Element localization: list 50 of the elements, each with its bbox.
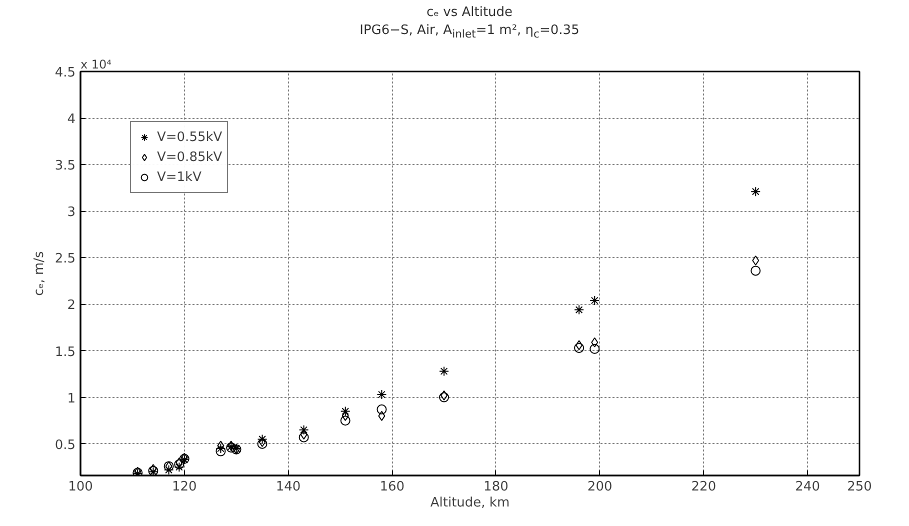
y-tick-label: 3: [67, 205, 76, 220]
point: [752, 255, 760, 266]
point: [439, 366, 450, 376]
x-tick-label: 180: [484, 480, 508, 494]
x-tick-label: 120: [172, 480, 197, 494]
y-axis-title: cₑ, m/s: [32, 250, 47, 296]
point: [574, 304, 584, 315]
point: [164, 464, 174, 475]
point: [574, 342, 584, 353]
legend-label: V=0.55kV: [157, 130, 222, 144]
x-tick-label: 140: [276, 480, 301, 494]
y-tick-label: 2: [67, 298, 76, 314]
y-tick-label: 0.5: [54, 438, 76, 453]
point: [590, 344, 600, 354]
point: [217, 440, 224, 451]
text: x 10⁴: [80, 58, 112, 72]
x-tick-label: 160: [380, 480, 405, 494]
x-tick-label: 100: [68, 480, 93, 494]
point: [750, 266, 761, 276]
point: [590, 295, 600, 306]
point: [591, 337, 598, 348]
point: [216, 446, 226, 456]
y-tick-label: 1: [67, 391, 76, 406]
point: [298, 432, 309, 442]
y-tick-label: 1.5: [54, 344, 76, 360]
x-tick-label: 200: [587, 480, 612, 494]
y-tick-label: 3.5: [54, 158, 76, 174]
point: [376, 404, 387, 414]
point: [340, 416, 350, 426]
x-axis-title: Altitude, km: [430, 496, 510, 510]
point: [376, 390, 387, 400]
chart-subtitle: IPG6−S, Air, A$_{inlet}$=1 m², η$_{c}$=0.35: [360, 23, 580, 41]
x-tick-label: 240: [795, 480, 820, 494]
y-tick-label: 4.5: [54, 66, 76, 80]
point: [298, 424, 309, 435]
point: [216, 444, 226, 454]
x-tick-label: 220: [691, 480, 716, 494]
legend-label: V=1kV: [157, 170, 202, 184]
legend-label: V=0.85kV: [157, 150, 222, 164]
point: [750, 186, 761, 197]
point: [174, 462, 184, 472]
point: [340, 406, 350, 416]
point: [300, 430, 308, 440]
point: [576, 340, 583, 350]
x-tick-label: 250: [847, 480, 872, 494]
y-tick-label: 2.5: [54, 252, 76, 267]
point: [378, 410, 386, 421]
point: [258, 436, 266, 447]
y-tick-label: 4: [67, 112, 76, 128]
chart-title: cₑ vs Altitude: [426, 5, 513, 20]
